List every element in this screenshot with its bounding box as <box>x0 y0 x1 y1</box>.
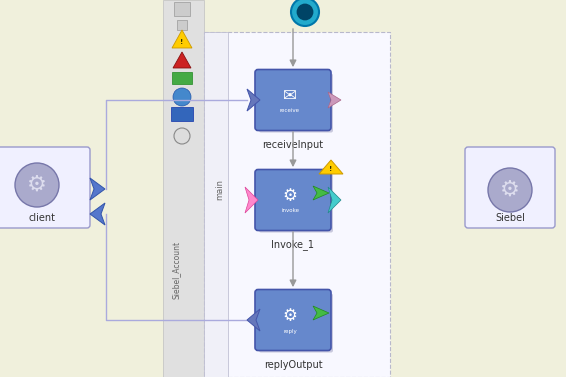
Polygon shape <box>319 160 343 174</box>
Text: !: ! <box>181 39 183 45</box>
Bar <box>174 2 190 16</box>
Polygon shape <box>328 187 341 213</box>
Bar <box>177 20 187 30</box>
FancyBboxPatch shape <box>465 147 555 228</box>
Circle shape <box>174 128 190 144</box>
Text: main: main <box>216 179 225 201</box>
Text: ⚙: ⚙ <box>282 307 298 325</box>
Polygon shape <box>172 30 192 48</box>
FancyBboxPatch shape <box>255 170 331 230</box>
Text: ⚙: ⚙ <box>500 180 520 200</box>
Text: invoke: invoke <box>281 208 299 213</box>
Text: client: client <box>28 213 55 223</box>
Text: Siebel: Siebel <box>495 213 525 223</box>
Text: replyOutput: replyOutput <box>264 360 322 369</box>
Text: receiveInput: receiveInput <box>263 139 324 150</box>
Circle shape <box>488 168 532 212</box>
Polygon shape <box>313 306 329 320</box>
Text: Siebel_Account: Siebel_Account <box>171 241 181 299</box>
Text: !: ! <box>329 166 333 172</box>
Polygon shape <box>90 203 105 225</box>
Circle shape <box>291 0 319 26</box>
Bar <box>171 107 193 121</box>
FancyBboxPatch shape <box>0 147 90 228</box>
Circle shape <box>297 4 314 20</box>
Text: ✉: ✉ <box>283 87 297 105</box>
FancyBboxPatch shape <box>255 290 331 351</box>
Bar <box>204 32 390 377</box>
Bar <box>172 72 192 84</box>
Polygon shape <box>173 52 191 68</box>
Polygon shape <box>313 186 329 200</box>
Circle shape <box>173 88 191 106</box>
Text: Invoke_1: Invoke_1 <box>272 239 315 250</box>
Polygon shape <box>90 178 105 200</box>
Bar <box>163 0 204 377</box>
Polygon shape <box>247 309 260 331</box>
Polygon shape <box>245 187 258 213</box>
FancyBboxPatch shape <box>259 294 333 352</box>
Text: reply: reply <box>283 328 297 334</box>
Text: ⚙: ⚙ <box>282 187 298 205</box>
FancyBboxPatch shape <box>259 74 333 132</box>
FancyBboxPatch shape <box>255 69 331 130</box>
Bar <box>204 32 228 377</box>
Polygon shape <box>328 92 341 108</box>
Polygon shape <box>247 89 260 111</box>
Circle shape <box>15 163 59 207</box>
FancyBboxPatch shape <box>259 173 333 233</box>
Text: receive: receive <box>280 109 300 113</box>
Text: ⚙: ⚙ <box>27 175 47 195</box>
